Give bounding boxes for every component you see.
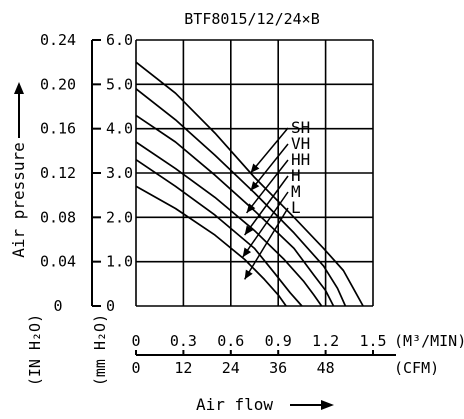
x-tick-label-m3min: 0.6 — [217, 332, 244, 350]
x-tick-labels: 0 0.3 0.6 0.9 1.2 1.5 0 12 24 36 48 — [131, 332, 386, 377]
performance-curves — [135, 61, 364, 307]
callout-arrow-line — [243, 207, 289, 280]
y-tick-label-in-h2o: 0.04 — [40, 253, 76, 271]
callout-arrow-line — [244, 175, 289, 236]
y-tick-label-in-h2o: 0.08 — [40, 208, 76, 226]
callout-arrowhead-icon — [246, 203, 256, 213]
x-unit-cfm: (CFM) — [394, 359, 439, 377]
x-tick-label-m3min: 1.2 — [312, 332, 339, 350]
y-unit-in-h2o: (IN H₂O) — [26, 314, 44, 386]
x-tick-label-m3min: 0 — [131, 332, 140, 350]
callout-arrowhead-icon — [250, 163, 260, 173]
x-axis-title: Air flow — [196, 395, 273, 414]
curve-m — [135, 158, 303, 307]
x-tick-label-cfm: 12 — [174, 359, 192, 377]
callout-arrowhead-icon — [244, 225, 254, 236]
series-label-m: M — [291, 182, 301, 201]
x-tick-label-cfm: 24 — [222, 359, 240, 377]
y-unit-mm-h2o: (mm H₂O) — [91, 314, 109, 386]
y-tick-label-mm-h2o: 5.0 — [106, 75, 133, 93]
series-label-sh: SH — [291, 118, 310, 137]
y-axis-title-group: Air pressure — [9, 82, 28, 258]
series-label-l: L — [291, 198, 301, 217]
chart-title: BTF8015/12/24×B — [184, 10, 319, 28]
x-axis-arrow-icon — [321, 400, 334, 410]
callout-arrow-line — [249, 143, 289, 192]
y-tick-label-in-h2o: 0 — [53, 297, 62, 315]
y-tick-label-in-h2o: 0.16 — [40, 120, 76, 138]
curve-sh — [135, 61, 364, 307]
x-axis-title-group: Air flow — [196, 395, 334, 414]
y-tick-label-mm-h2o: 3.0 — [106, 164, 133, 182]
x-tick-label-m3min: 1.5 — [359, 332, 386, 350]
curve-l — [135, 185, 287, 307]
curve-h — [135, 141, 323, 307]
chart-grid — [135, 39, 374, 307]
callout-arrow-line — [246, 159, 289, 214]
x-unit-m3min: (M³/MIN) — [394, 332, 464, 350]
y-axis-arrow-icon — [14, 82, 24, 94]
callout-arrowhead-icon — [244, 269, 253, 280]
callout-arrowhead-icon — [242, 247, 252, 258]
y-tick-label-mm-h2o: 2.0 — [106, 208, 133, 226]
series-label-vh: VH — [291, 134, 310, 153]
y-tick-label-mm-h2o: 6.0 — [106, 31, 133, 49]
callout-arrow-line — [242, 191, 289, 258]
series-label-hh: HH — [291, 150, 310, 169]
x-tick-label-cfm: 48 — [317, 359, 335, 377]
y-tick-label-in-h2o: 0.24 — [40, 31, 76, 49]
series-label-h: H — [291, 166, 301, 185]
x-tick-label-cfm: 36 — [269, 359, 287, 377]
x-tick-label-m3min: 0.3 — [170, 332, 197, 350]
callout-arrowhead-icon — [250, 181, 260, 191]
y-axis-title: Air pressure — [9, 142, 28, 258]
y-tick-labels: 0.24 0.20 0.16 0.12 0.08 0.04 0 6.0 5.0 4.0 3.0 2.0… — [40, 31, 133, 315]
x-tick-label-cfm: 0 — [131, 359, 140, 377]
y-tick-label-mm-h2o: 0 — [106, 297, 115, 315]
y-tick-label-mm-h2o: 4.0 — [106, 120, 133, 138]
y-tick-label-mm-h2o: 1.0 — [106, 253, 133, 271]
callout-arrow-line — [249, 127, 289, 174]
y-tick-label-in-h2o: 0.12 — [40, 164, 76, 182]
y-tick-label-in-h2o: 0.20 — [40, 75, 76, 93]
chart-axes — [91, 39, 396, 356]
x-tick-label-m3min: 0.9 — [265, 332, 292, 350]
